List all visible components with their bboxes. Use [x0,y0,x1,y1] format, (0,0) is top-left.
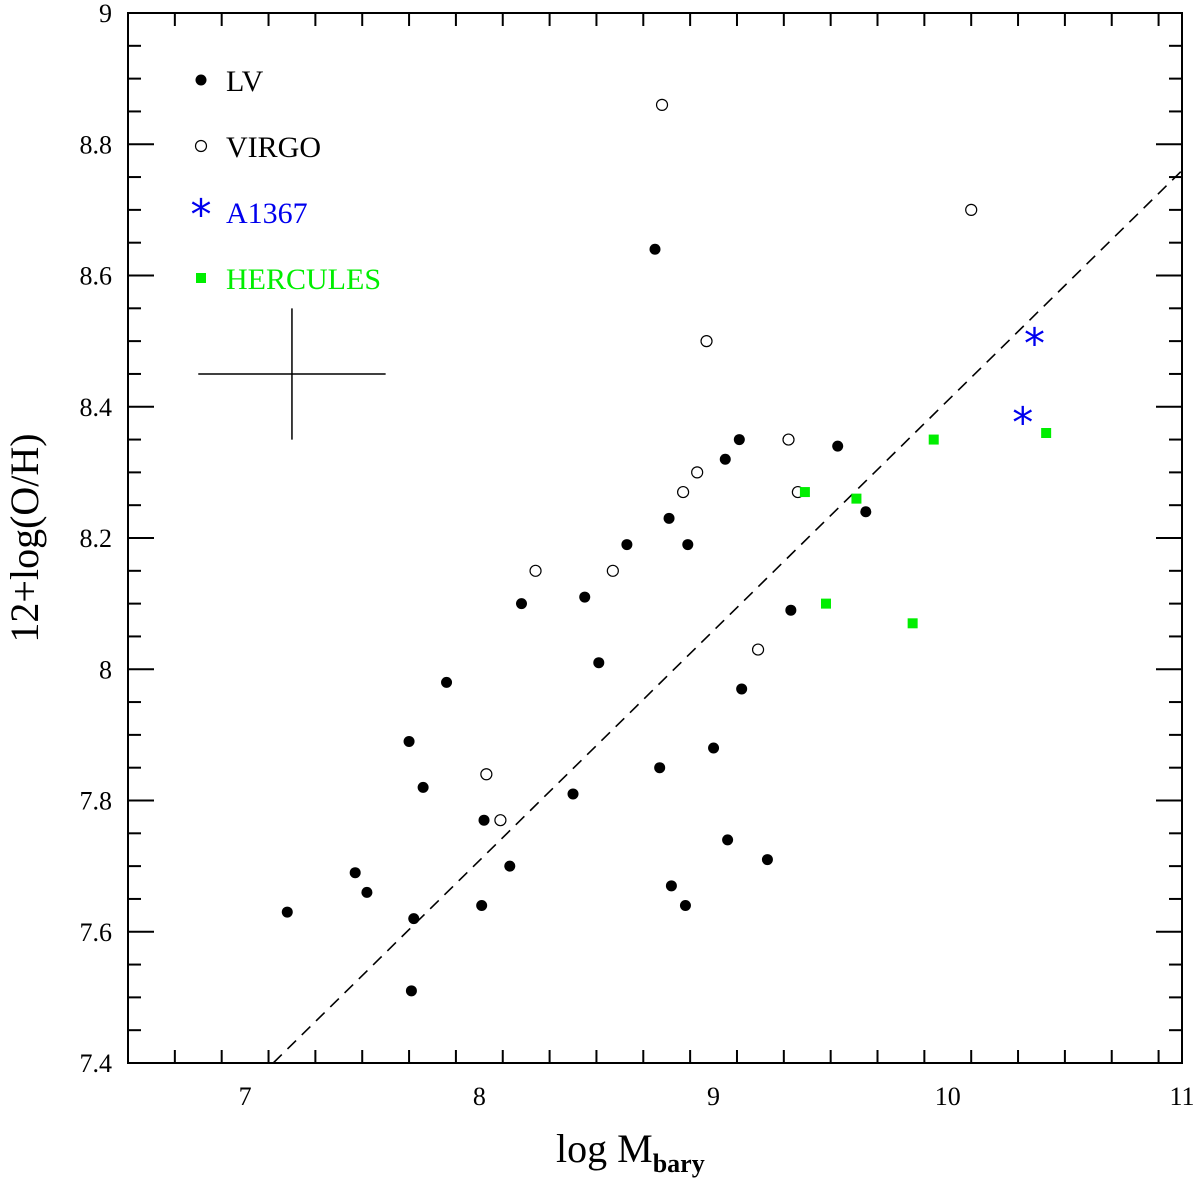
data-point-virgo [965,203,978,216]
y-tick-label: 8.4 [80,393,113,422]
y-tick-label: 8 [99,655,112,684]
data-point-virgo [677,485,690,499]
legend-label-lv: LV [226,65,264,98]
data-point-a1367: * [1012,398,1033,447]
data-point-lv [593,657,605,669]
data-point-lv [361,886,373,898]
data-point-lv [441,676,453,688]
legend-marker-lv [195,74,207,86]
y-tick-label: 8.8 [80,130,113,159]
data-point-lv [567,788,579,800]
data-point-virgo [529,564,542,577]
data-points: ** [281,98,1052,997]
y-tick-label: 8.2 [80,524,113,553]
legend-label-virgo: VIRGO [226,131,321,164]
data-point-lv [719,453,731,465]
y-tick-label: 7.6 [80,918,113,947]
error-bar-group [198,308,386,440]
y-tick-label: 7.4 [80,1049,113,1078]
y-axis-title: 12+log(O/H) [2,433,47,642]
plot-frame [127,12,1183,1064]
data-point-lv [722,834,734,846]
legend: LV VIRGO * A1367 HERCULES [191,65,382,296]
data-point-lv [349,867,361,879]
data-point-lv [860,506,872,518]
fit-line [272,169,1183,1064]
data-point-lv [405,985,417,997]
data-point-hercules [928,434,939,445]
data-point-virgo [655,98,669,111]
legend-marker-virgo [194,139,208,153]
legend-label-a1367: A1367 [226,197,308,230]
data-point-virgo [751,643,765,656]
data-point-lv [417,781,429,793]
data-point-lv [679,900,691,911]
y-tick-label: 8.6 [80,262,113,291]
data-point-lv [785,604,797,616]
data-point-lv [654,762,666,774]
data-point-lv [476,900,488,911]
data-point-virgo [480,768,493,781]
y-tick-label: 7.8 [80,787,113,816]
data-point-lv [478,814,490,826]
legend-label-hercules: HERCULES [226,263,381,296]
x-tick-label: 11 [1169,1082,1194,1111]
data-point-lv [682,539,694,551]
y-tick-label: 9 [99,0,112,28]
data-point-lv [761,854,773,866]
data-point-hercules [820,598,831,609]
data-point-hercules [1041,428,1052,438]
data-point-lv [708,742,720,754]
data-point-hercules [799,487,810,498]
data-point-lv [621,539,633,551]
x-tick-label: 10 [935,1082,961,1111]
data-point-lv [579,591,591,603]
data-point-lv [504,860,516,872]
data-point-virgo [494,814,507,827]
data-point-virgo [606,564,619,577]
x-tick-label: 7 [239,1082,252,1111]
data-point-lv [408,913,420,925]
data-point-hercules [907,618,918,629]
data-point-lv [663,512,675,524]
data-point-a1367: * [1024,319,1045,368]
data-point-lv [832,440,844,452]
data-point-virgo [782,433,795,446]
x-tick-label: 9 [707,1082,720,1111]
axis-tick-labels: 7 8 9 10 11 7.4 7.6 7.8 8 8.2 8.4 8.6 8.8 9 [80,0,1195,1111]
data-point-hercules [851,493,862,504]
data-point-virgo [691,466,704,479]
fit-line-group [272,169,1183,1064]
legend-marker-a1367: * [191,190,212,239]
data-point-virgo [700,335,713,348]
x-axis-title: log Mbary [556,1126,705,1178]
data-point-lv [403,735,415,747]
x-axis-title-sub: bary [653,1149,705,1178]
x-tick-label: 8 [473,1082,486,1111]
data-point-lv [515,598,527,610]
x-axis-title-main: log M [556,1126,653,1171]
data-point-lv [733,434,745,446]
data-point-lv [665,880,677,892]
legend-marker-hercules [196,273,206,283]
axis-ticks [127,12,1182,1064]
data-point-lv [736,683,748,695]
data-point-lv [649,243,661,255]
data-point-lv [281,906,293,918]
